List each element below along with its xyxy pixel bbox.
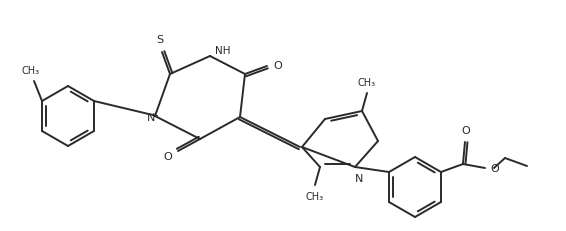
Text: O: O (462, 125, 470, 135)
Text: CH₃: CH₃ (358, 78, 376, 88)
Text: CH₃: CH₃ (306, 191, 324, 201)
Text: S: S (156, 35, 164, 45)
Text: NH: NH (215, 46, 230, 56)
Text: N: N (147, 112, 155, 122)
Text: O: O (490, 163, 499, 173)
Text: CH₃: CH₃ (22, 66, 40, 76)
Text: O: O (273, 61, 282, 71)
Text: N: N (355, 173, 363, 183)
Text: O: O (163, 151, 172, 161)
